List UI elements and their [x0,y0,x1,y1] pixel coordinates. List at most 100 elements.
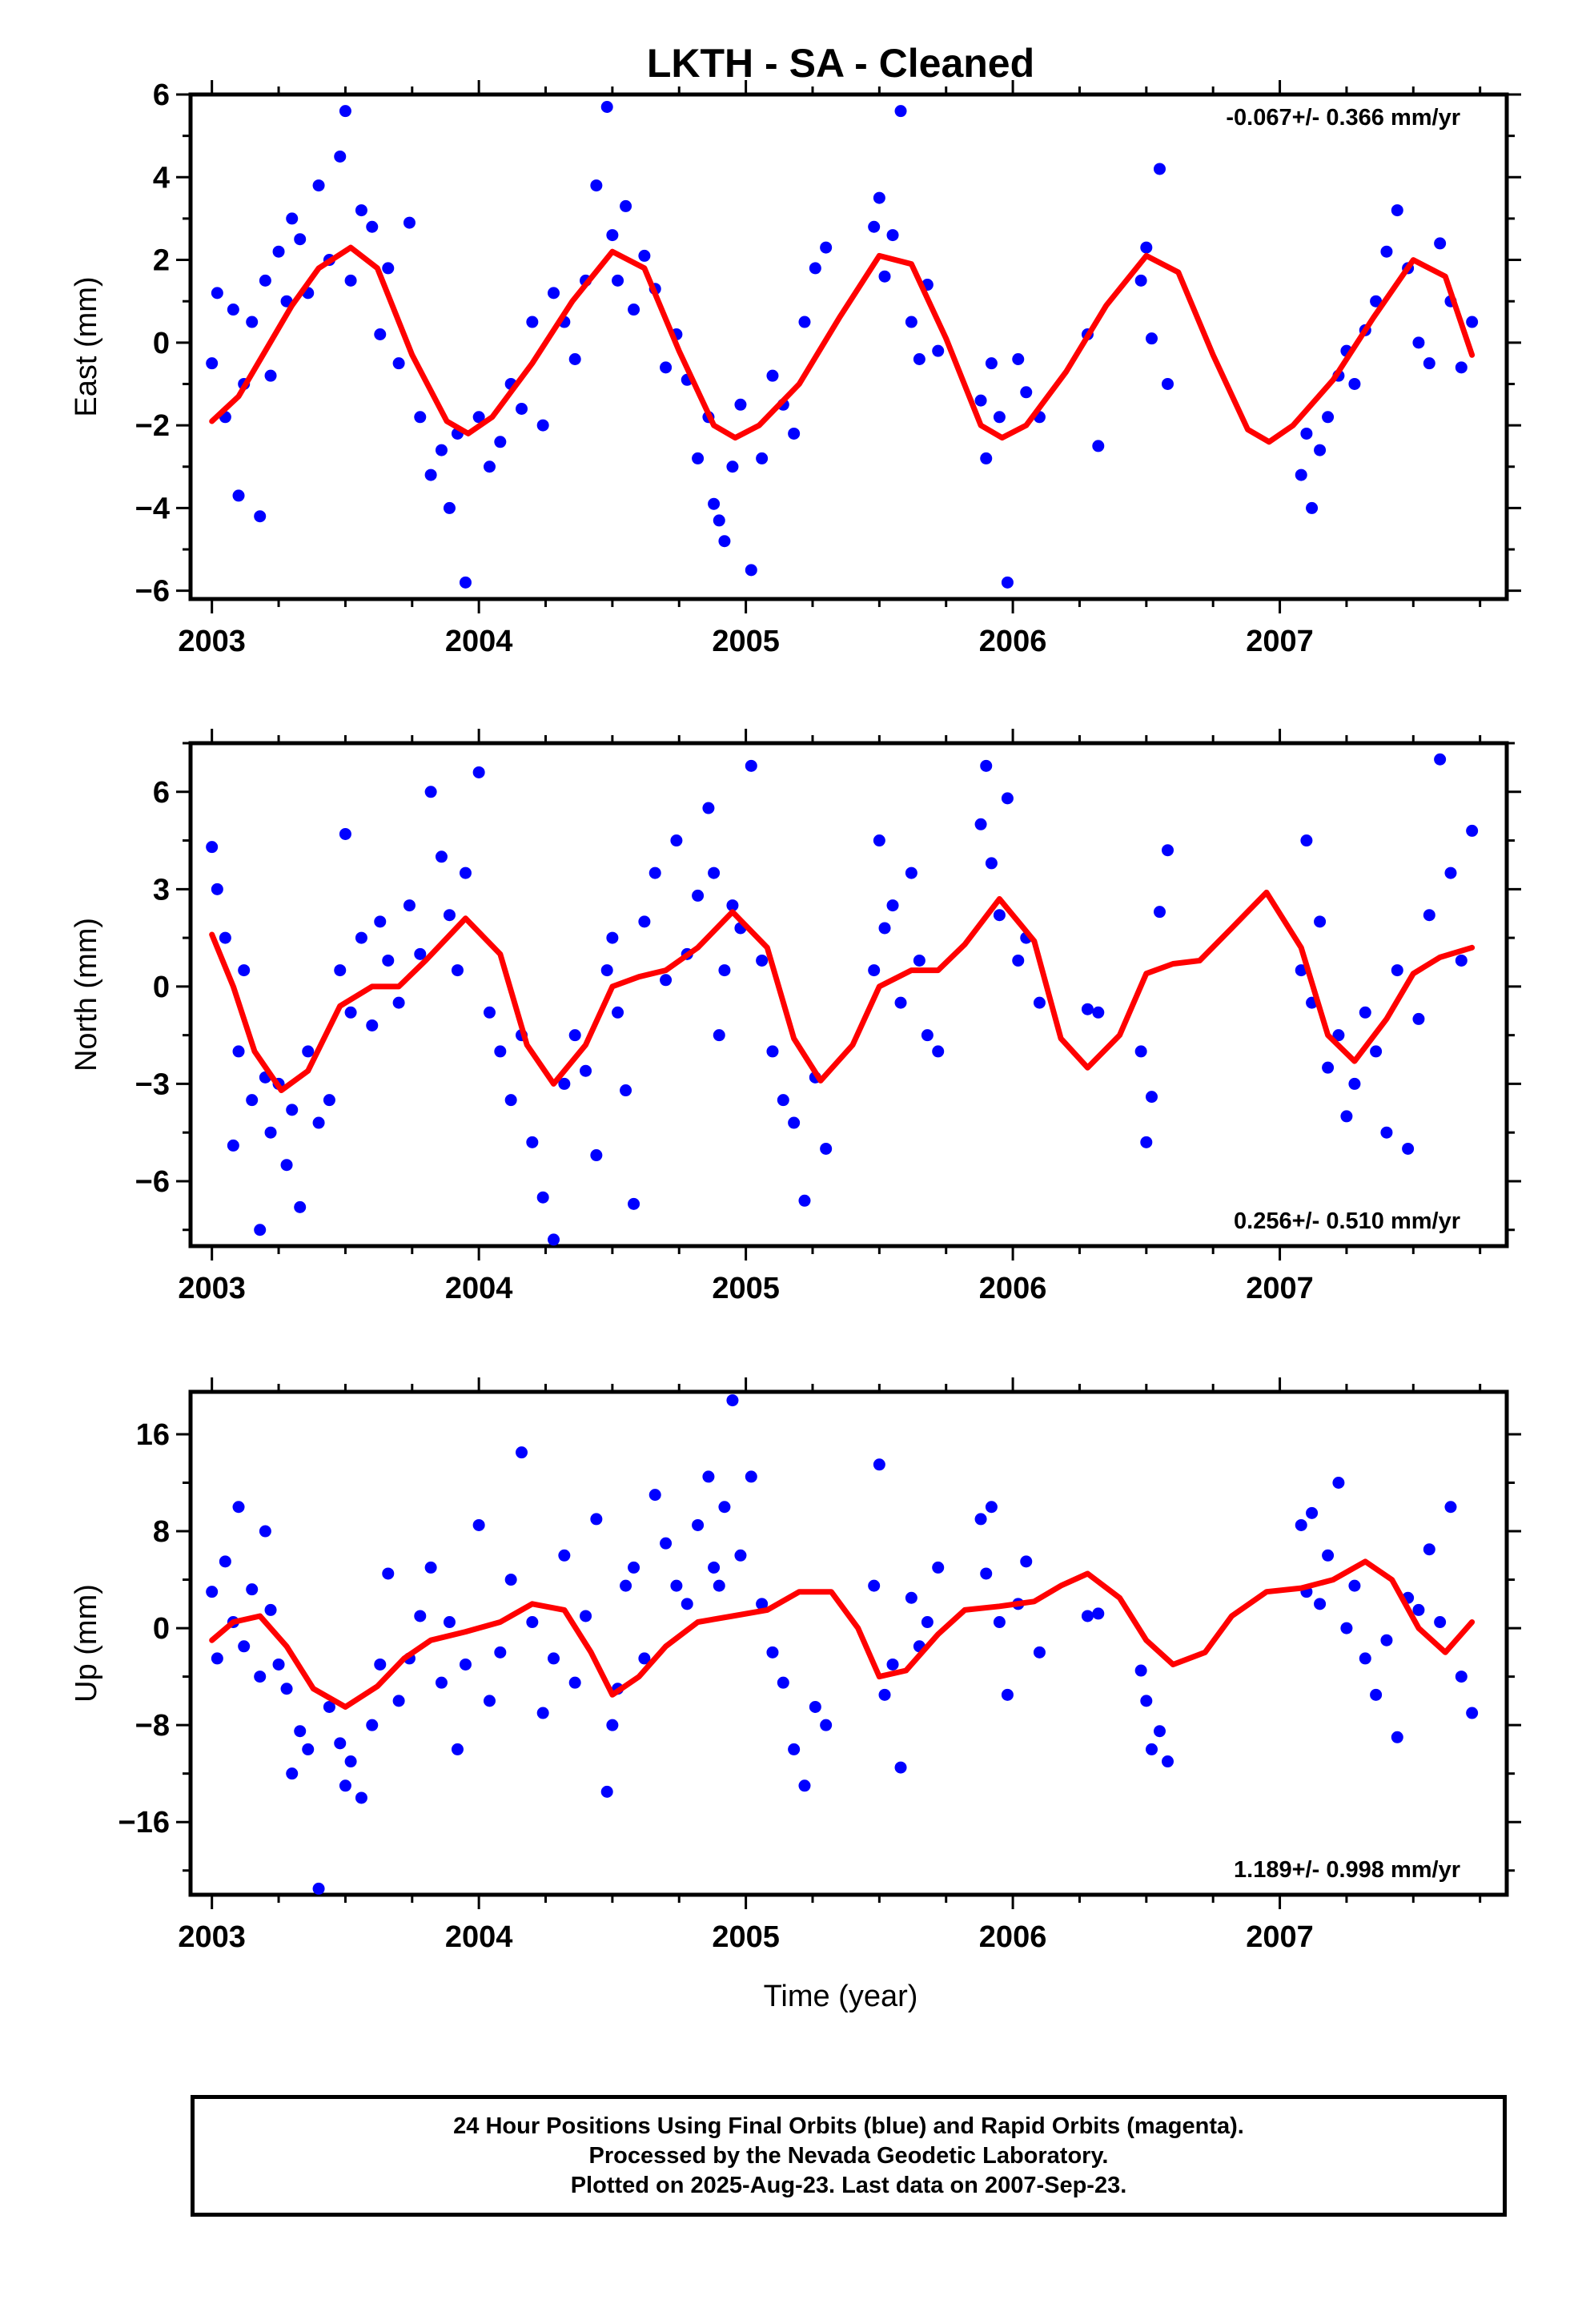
data-point [1012,352,1025,365]
data-point [1466,1707,1479,1719]
data-point [392,996,405,1009]
y-tick-label: 0 [153,1612,170,1646]
data-point [590,179,603,192]
data-point [558,1077,571,1090]
data-point [302,1743,315,1755]
data-point [894,1761,907,1774]
data-point [1033,1646,1046,1659]
data-point [246,316,259,328]
data-point [820,1142,833,1155]
data-point [323,1700,335,1713]
data-point [339,105,351,118]
data-point [355,931,367,944]
data-point [494,1045,507,1058]
data-point [516,402,528,415]
data-point [443,909,456,922]
data-point [1306,1506,1319,1519]
data-point [1153,906,1166,919]
x-tick-label: 2006 [979,1920,1047,1954]
y-tick-label: −6 [135,575,170,609]
panel-east: 2003 2004 2005 2006 2007 −6 −4 −2 0 2 4 6 East (mm) -… [70,78,1521,658]
data-point [873,191,885,204]
data-point [873,1458,885,1471]
data-point [905,1591,917,1604]
data-point [494,1646,507,1659]
footer-line-1: 24 Hour Positions Using Final Orbits (bl… [453,2113,1244,2139]
data-point [1300,427,1313,440]
data-point [344,274,357,287]
data-point [1012,954,1025,967]
data-point [472,411,485,424]
data-point [1402,1142,1415,1155]
data-point [660,974,673,987]
data-point [286,1104,299,1116]
data-point [504,1574,517,1586]
data-point [1145,1743,1158,1755]
y-tick-label: −3 [135,1068,170,1101]
data-point [1423,909,1435,922]
footer-line-3: Plotted on 2025-Aug-23. Last data on 200… [570,2172,1127,2198]
data-point [905,866,917,879]
data-point [734,398,747,411]
data-point [886,1658,899,1671]
y-tick-label: −8 [135,1709,170,1743]
data-point [798,1194,811,1207]
data-point [312,1116,325,1129]
chart-title: LKTH - SA - Cleaned [647,41,1034,86]
data-point [1348,1579,1361,1592]
data-point [211,883,223,895]
data-point [246,1583,259,1596]
data-point [414,1610,427,1622]
y-tick-label: 0 [153,971,170,1004]
data-point [344,1755,357,1768]
data-point [526,316,539,328]
data-point [516,1446,528,1459]
data-point [932,1561,945,1574]
data-point [638,915,651,928]
data-point [1359,1006,1371,1019]
data-point [713,514,725,527]
data-point [600,1785,613,1798]
data-point [868,220,881,233]
data-point [798,1779,811,1792]
data-point [219,931,231,944]
data-point [670,834,683,847]
data-point [993,909,1006,922]
plot-frame-north [188,741,1509,1248]
data-point [254,1224,267,1236]
data-point [913,954,926,967]
data-point [708,1561,721,1574]
data-point [1314,444,1327,456]
data-point [702,1470,715,1483]
data-point [628,1197,640,1210]
data-point [206,357,219,370]
data-point [1161,377,1174,390]
data-point [366,220,379,233]
data-point [264,1126,277,1139]
data-point [1359,1652,1371,1665]
data-point [648,866,661,879]
data-point [568,1676,581,1689]
data-point [868,1579,881,1592]
data-point [756,452,769,464]
y-tick-label: 0 [153,327,170,360]
y-tick-label: 3 [153,873,170,907]
x-tick-label: 2007 [1246,625,1314,658]
data-point [734,1549,747,1562]
data-point [435,444,448,456]
panel-north: 2003 2004 2005 2006 2007 −6 −3 0 3 6 North (mm) 0.2… [70,729,1521,1305]
y-tick-label: 2 [153,244,170,278]
x-tick-label: 2006 [979,1272,1047,1305]
data-layer [206,100,1479,589]
data-point [788,427,801,440]
data-point [756,954,769,967]
x-tick-label: 2005 [712,625,780,658]
x-tick-label: 2007 [1246,1920,1314,1954]
y-tick-label: −16 [118,1806,170,1839]
data-point [1380,1126,1393,1139]
data-point [403,899,416,912]
data-point [932,344,945,357]
data-point [692,889,705,902]
data-point [745,759,757,772]
data-point [1340,1110,1353,1123]
